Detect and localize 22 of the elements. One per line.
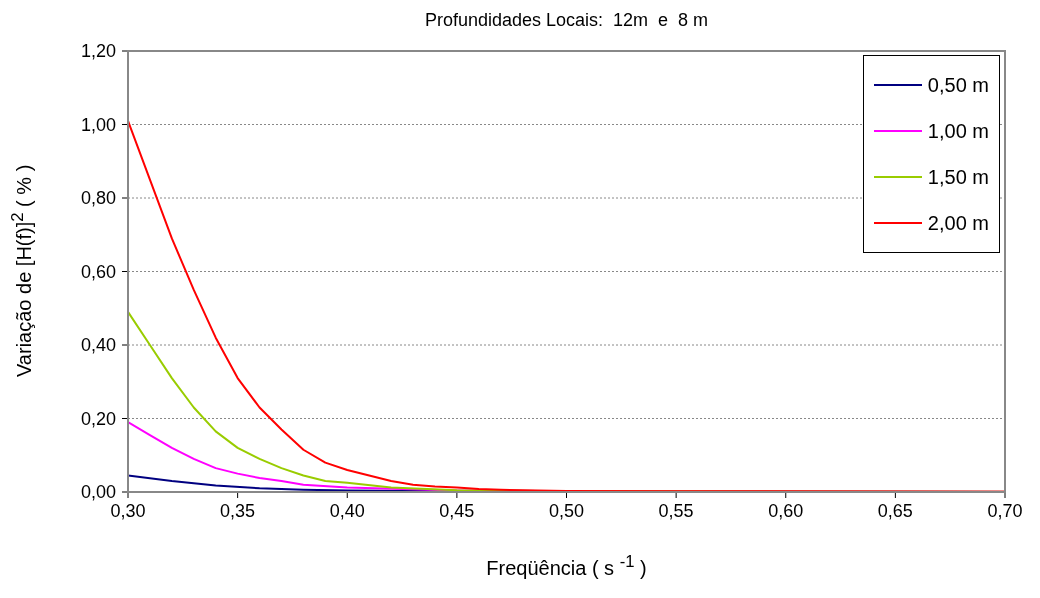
y-tick-label: 0,40 — [80, 335, 116, 356]
x-axis-title: Freqüência ( s $^{-1}$ ) — [485, 552, 648, 580]
x-tick-label: 0,70 — [987, 500, 1023, 521]
y-tick-label: 0,60 — [80, 261, 116, 282]
x-tick-label: 0,65 — [877, 500, 913, 521]
x-tick-label: 0,40 — [329, 500, 365, 521]
y-tick-label: 0,80 — [80, 188, 116, 209]
legend-label: 1,50 m — [927, 165, 989, 189]
y-tick-label: 1,20 — [80, 41, 116, 62]
x-tick-label: 0,35 — [220, 500, 256, 521]
legend-label: 1,00 m — [927, 119, 989, 143]
chart-title: Profundidades Locais: 12m e 8 m — [423, 10, 710, 31]
x-tick-label: 0,45 — [439, 500, 475, 521]
x-tick-label: 0,50 — [548, 500, 585, 521]
y-tick-label: 0,20 — [80, 408, 116, 429]
y-tick-label: 0,00 — [80, 482, 116, 503]
y-tick-label: 1,00 — [80, 114, 116, 135]
x-tick-label: 0,60 — [768, 500, 804, 521]
x-tick-label: 0,55 — [658, 500, 694, 521]
legend-label: 2,00 m — [927, 211, 989, 235]
x-tick-label: 0,30 — [110, 500, 146, 521]
legend-label: 0,50 m — [927, 73, 989, 97]
